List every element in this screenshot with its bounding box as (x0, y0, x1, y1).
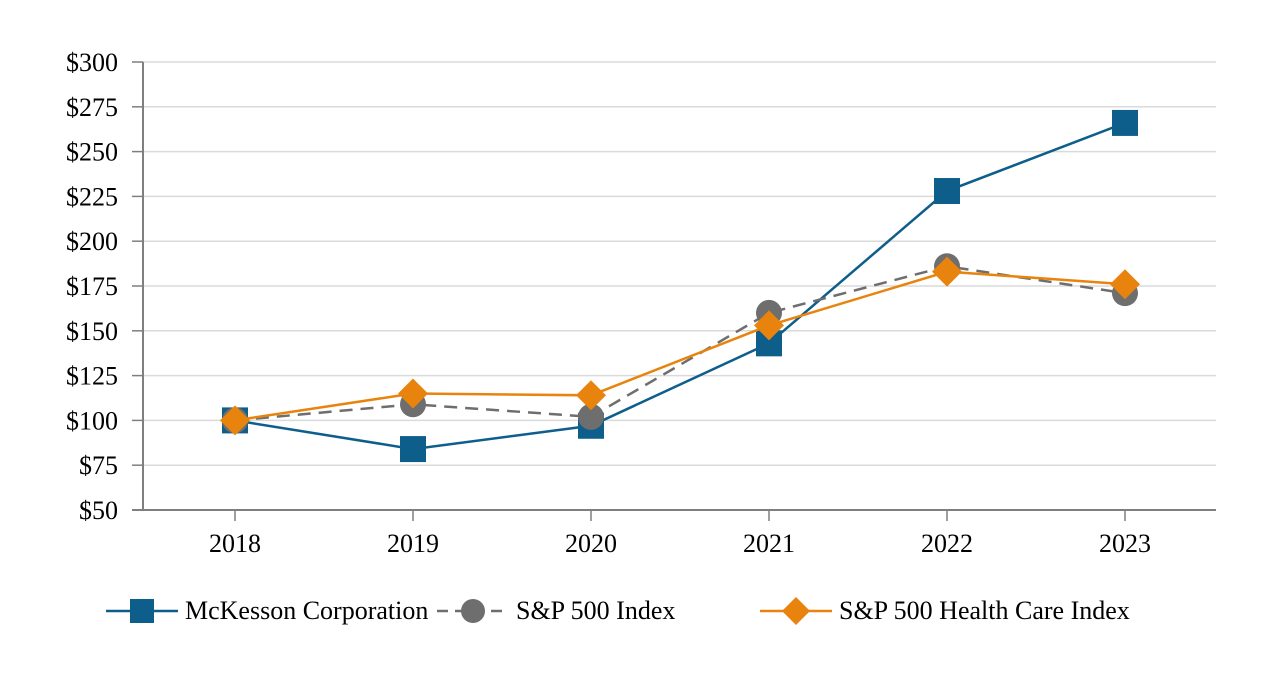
square-marker-icon (106, 599, 178, 623)
square-marker-icon (1112, 109, 1138, 136)
y-axis-label: $225 (66, 182, 118, 211)
series-line (234, 265, 1126, 422)
x-axis-label: 2023 (1099, 529, 1151, 558)
x-axis-label: 2021 (743, 529, 795, 558)
y-axis-label: $150 (66, 317, 118, 346)
square-marker-icon (400, 436, 426, 463)
chart-plot-area: $50 $75 $100 $125 $150 $175 $200 $225 $250 $275 $3… (66, 48, 1216, 558)
y-axis-label: $300 (66, 48, 118, 77)
y-axis-label: $275 (66, 93, 118, 122)
y-axis-label: $200 (66, 227, 118, 256)
legend-label: S&P 500 Health Care Index (839, 596, 1130, 625)
diamond-marker-icon (932, 256, 962, 287)
y-axis-label: $250 (66, 138, 118, 167)
circle-marker-icon (578, 403, 604, 430)
legend-label: McKesson Corporation (185, 596, 429, 625)
x-axis-label: 2020 (565, 529, 617, 558)
diamond-marker-icon (576, 380, 606, 411)
series-line (234, 270, 1126, 422)
y-axis-label: $175 (66, 272, 118, 301)
diamond-marker-icon (754, 310, 784, 341)
y-axis-label: $75 (79, 451, 118, 480)
y-axis-label: $125 (66, 362, 118, 391)
square-marker-icon (934, 178, 960, 205)
x-axis-label: 2022 (921, 529, 973, 558)
x-axis-label: 2019 (387, 529, 439, 558)
y-axis-label: $100 (66, 406, 118, 435)
diamond-marker-icon (760, 597, 832, 625)
circle-marker-icon (437, 599, 509, 623)
x-axis-label: 2018 (209, 529, 261, 558)
series-s-p-500-index (222, 253, 1138, 434)
legend-item-sp500-index: S&P 500 Index (437, 593, 675, 629)
y-axis-label: $50 (79, 496, 118, 525)
legend-item-sp500-health-care-index: S&P 500 Health Care Index (760, 593, 1130, 629)
diamond-marker-icon (398, 378, 428, 409)
circle-marker-icon (461, 599, 485, 623)
chart-legend: McKesson Corporation S&P 500 Index S&P 5… (0, 593, 1280, 633)
series-s-p-500-health-care-index (220, 256, 1140, 436)
square-marker-icon (130, 599, 154, 623)
legend-item-mckesson-corporation: McKesson Corporation (106, 593, 428, 629)
legend-label: S&P 500 Index (516, 596, 676, 625)
series-line (234, 121, 1126, 451)
diamond-marker-icon (782, 597, 810, 625)
diamond-marker-icon (220, 405, 250, 436)
diamond-marker-icon (1110, 269, 1140, 300)
